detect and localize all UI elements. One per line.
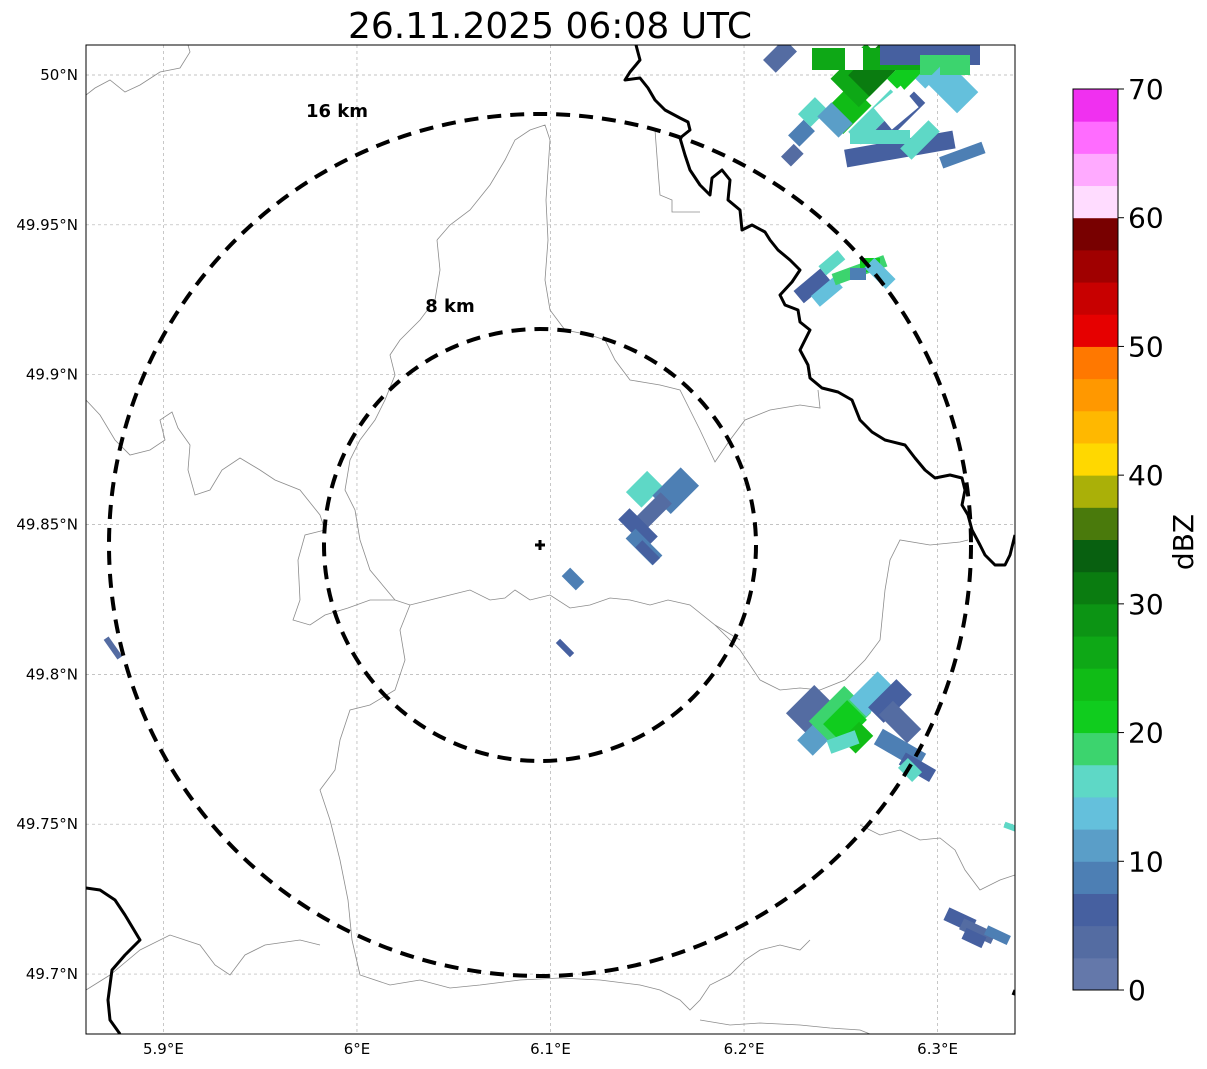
colorbar-segment — [1073, 410, 1118, 444]
colorbar-segment — [1073, 796, 1118, 830]
colorbar-segment — [1073, 475, 1118, 508]
colorbar-segment — [1073, 893, 1118, 927]
lat-tick-label: 50°N — [40, 66, 78, 84]
colorbar-segment — [1073, 668, 1118, 701]
colorbar-segment — [1073, 571, 1118, 605]
colorbar-frame — [1072, 88, 1119, 991]
colorbar-tick-label: 10 — [1128, 845, 1164, 878]
lon-tick-label: 6.2°E — [724, 1040, 765, 1058]
colorbar-segment — [1073, 957, 1118, 991]
radar-site-marker — [535, 540, 545, 550]
colorbar-segment — [1073, 700, 1118, 734]
communal-boundaries — [86, 45, 1015, 1034]
range-ring-8km — [322, 327, 758, 763]
range-rings — [107, 112, 973, 978]
lon-tick-label: 6.1°E — [530, 1040, 571, 1058]
colorbar-segment — [1073, 603, 1118, 637]
colorbar-segment — [1073, 89, 1118, 122]
lat-tick-label: 49.75°N — [16, 815, 78, 833]
colorbar-tick-label: 50 — [1128, 330, 1164, 363]
colorbar-label: dBZ — [1167, 514, 1200, 570]
colorbar-segment — [1073, 217, 1118, 251]
colorbar-segment — [1073, 153, 1118, 187]
colorbar-segment — [1073, 282, 1118, 315]
lat-tick-label: 49.7°N — [26, 965, 78, 983]
colorbar-segment — [1073, 249, 1118, 283]
lon-tick-label: 6.3°E — [917, 1040, 958, 1058]
lat-tick-label: 49.85°N — [16, 516, 78, 534]
colorbar-tick-label: 20 — [1128, 717, 1164, 750]
map-area: 16 km 8 km 5.9°E 6°E 6.1°E 6.2°E 6.3°E 50°N 49… — [16, 44, 1016, 1058]
colorbar: 0 10 20 30 40 50 60 70 — [1072, 73, 1164, 1007]
map-frame — [85, 44, 1016, 1035]
colorbar-segment — [1073, 314, 1118, 347]
chart-title: 26.11.2025 06:08 UTC — [348, 6, 752, 47]
lat-tick-label: 49.95°N — [16, 216, 78, 234]
range-ring-16km-label: 16 km — [306, 101, 368, 122]
colorbar-segment — [1073, 346, 1118, 380]
lat-tick-label: 49.8°N — [26, 665, 78, 683]
radar-echoes — [103, 45, 1015, 949]
colorbar-segment — [1073, 861, 1118, 894]
colorbar-segment — [1073, 732, 1118, 766]
colorbar-segment — [1073, 829, 1118, 862]
colorbar-tick-label: 0 — [1128, 974, 1146, 1007]
lon-tick-label: 5.9°E — [143, 1040, 184, 1058]
colorbar-segment — [1073, 764, 1118, 798]
colorbar-segment — [1073, 925, 1118, 959]
colorbar-segment — [1073, 378, 1118, 412]
axis-ticks: 5.9°E 6°E 6.1°E 6.2°E 6.3°E 50°N 49.95°N 49.9°N… — [16, 66, 958, 1058]
colorbar-segment — [1073, 507, 1118, 540]
colorbar-tick-label: 40 — [1128, 459, 1164, 492]
colorbar-tick-label: 70 — [1128, 73, 1164, 106]
lat-tick-label: 49.9°N — [26, 366, 78, 384]
range-ring-8km-label: 8 km — [425, 296, 475, 317]
colorbar-segment — [1073, 636, 1118, 669]
colorbar-segment — [1073, 185, 1118, 219]
colorbar-tick-label: 30 — [1128, 588, 1164, 621]
colorbar-segment — [1073, 539, 1118, 573]
colorbar-segment — [1073, 121, 1118, 154]
range-ring-16km — [107, 112, 973, 978]
colorbar-segment — [1073, 442, 1118, 476]
colorbar-tick-label: 60 — [1128, 202, 1164, 235]
lon-tick-label: 6°E — [344, 1040, 371, 1058]
